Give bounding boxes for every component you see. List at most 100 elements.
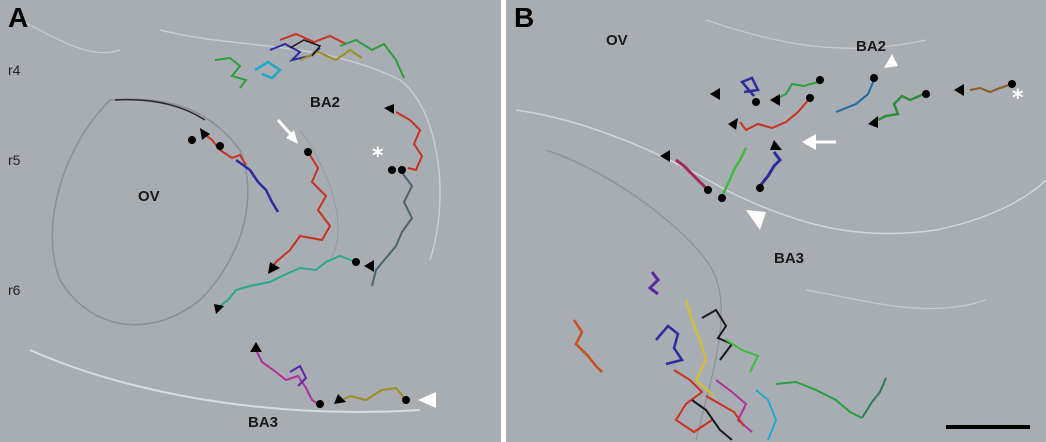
region-label-ov: OV bbox=[138, 188, 160, 205]
direction-arrowhead-icon bbox=[334, 394, 346, 404]
cell-track bbox=[877, 92, 925, 122]
direction-arrowhead-icon bbox=[268, 262, 280, 274]
start-dot-icon bbox=[316, 400, 324, 408]
direction-arrowhead-icon bbox=[200, 128, 210, 140]
tissue-ridge bbox=[29, 349, 421, 413]
tissue-ridge bbox=[515, 109, 1046, 235]
cell-track bbox=[969, 83, 1013, 94]
start-dot-icon bbox=[816, 76, 824, 84]
cell-track bbox=[701, 308, 734, 361]
start-dot-icon bbox=[304, 148, 312, 156]
white-arrowhead-icon bbox=[746, 210, 766, 230]
cell-track bbox=[675, 158, 708, 190]
start-dot-icon bbox=[1008, 80, 1016, 88]
tissue-ridge bbox=[299, 129, 339, 261]
region-label-ba3: BA3 bbox=[248, 414, 279, 431]
tissue-ridge bbox=[805, 289, 987, 310]
cell-track bbox=[269, 151, 332, 271]
region-label-ba2: BA2 bbox=[310, 94, 341, 111]
start-dot-icon bbox=[752, 98, 760, 106]
cell-track bbox=[725, 339, 760, 373]
vesicle-dark-edge bbox=[114, 98, 206, 121]
cell-track bbox=[201, 131, 247, 166]
panel-a-micrograph: A r4 r5 r6 OV BA2 BA3 * bbox=[0, 0, 501, 442]
cell-track bbox=[720, 147, 748, 197]
white-arrowhead-icon bbox=[884, 54, 898, 68]
cell-track bbox=[647, 271, 660, 296]
cell-track bbox=[371, 169, 414, 287]
direction-arrowhead-icon bbox=[770, 94, 780, 106]
direction-arrowhead-icon bbox=[364, 260, 374, 272]
cell-track bbox=[739, 76, 760, 97]
start-dot-icon bbox=[388, 166, 396, 174]
start-dot-icon bbox=[806, 94, 814, 102]
direction-arrowhead-icon bbox=[770, 140, 782, 150]
panel-b-micrograph: B OV BA2 BA3 * bbox=[506, 0, 1046, 442]
start-dot-icon bbox=[352, 258, 360, 266]
cell-track bbox=[715, 379, 753, 433]
cell-track bbox=[655, 324, 685, 366]
start-dot-icon bbox=[402, 396, 410, 404]
cell-track bbox=[572, 319, 603, 373]
tissue-ridge bbox=[705, 19, 927, 49]
direction-arrowhead-icon bbox=[660, 150, 670, 162]
cell-track bbox=[339, 38, 405, 79]
cell-track bbox=[691, 399, 733, 441]
panel-label: B bbox=[514, 2, 535, 33]
direction-arrowhead-icon bbox=[384, 104, 394, 114]
cell-track bbox=[673, 369, 713, 434]
cell-track bbox=[755, 389, 778, 441]
cell-track bbox=[279, 32, 347, 45]
direction-arrowhead-icon bbox=[250, 342, 262, 352]
region-label-ov: OV bbox=[606, 32, 628, 49]
direction-arrowhead-icon bbox=[868, 116, 878, 128]
white-arrow-icon bbox=[802, 134, 836, 150]
tissue-ridge bbox=[159, 29, 441, 261]
start-dot-icon bbox=[718, 194, 726, 202]
cell-track bbox=[255, 349, 319, 405]
cell-track bbox=[775, 380, 863, 419]
start-dot-icon bbox=[922, 90, 930, 98]
white-arrow-icon bbox=[276, 119, 298, 144]
scale-bar bbox=[946, 425, 1030, 429]
start-dot-icon bbox=[756, 184, 764, 192]
direction-arrowhead-icon bbox=[728, 118, 738, 130]
star-marker: * bbox=[1012, 86, 1024, 111]
rhombomere-label-r6: r6 bbox=[8, 282, 21, 298]
direction-arrowhead-icon bbox=[710, 88, 720, 100]
cell-track bbox=[685, 299, 715, 397]
start-dot-icon bbox=[704, 186, 712, 194]
cell-track bbox=[777, 81, 819, 99]
tissue-ridge bbox=[19, 19, 121, 54]
cell-track bbox=[299, 48, 363, 62]
cell-track bbox=[861, 377, 887, 419]
cell-track bbox=[219, 254, 357, 307]
cell-track bbox=[835, 79, 875, 113]
tissue-ridge bbox=[545, 149, 722, 441]
panel-a-tracks bbox=[19, 19, 441, 413]
cell-track bbox=[705, 395, 745, 427]
start-dot-icon bbox=[870, 74, 878, 82]
direction-arrowhead-icon bbox=[214, 304, 224, 314]
start-dot-icon bbox=[398, 166, 406, 174]
cell-track bbox=[254, 60, 282, 80]
direction-arrowhead-icon bbox=[954, 84, 964, 96]
cell-track bbox=[235, 158, 280, 213]
cell-track bbox=[739, 97, 811, 132]
cell-track bbox=[214, 56, 248, 89]
region-label-ba2: BA2 bbox=[856, 38, 887, 55]
white-arrowhead-icon bbox=[418, 392, 436, 408]
region-label-ba3: BA3 bbox=[774, 250, 805, 267]
panel-divider bbox=[501, 0, 506, 442]
rhombomere-label-r5: r5 bbox=[8, 152, 21, 168]
cell-track bbox=[289, 364, 308, 387]
star-marker: * bbox=[372, 144, 384, 169]
cell-track bbox=[395, 111, 424, 172]
cell-track bbox=[289, 39, 322, 57]
panel-label: A bbox=[8, 2, 29, 33]
cell-track bbox=[337, 386, 407, 403]
start-dot-icon bbox=[216, 142, 224, 150]
rhombomere-label-r4: r4 bbox=[8, 62, 21, 78]
panel-b-tracks bbox=[515, 19, 1046, 441]
otic-vesicle-outline bbox=[51, 98, 249, 326]
